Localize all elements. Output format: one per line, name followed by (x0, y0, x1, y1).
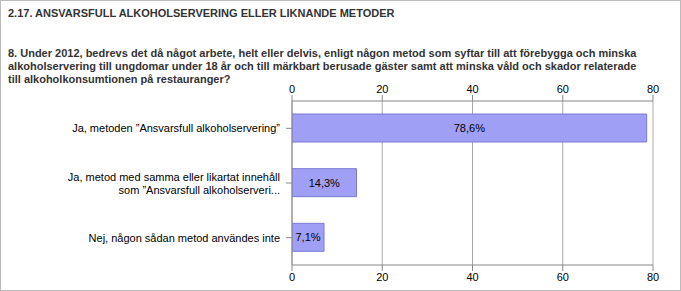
svg-text:78,6%: 78,6% (454, 122, 485, 134)
svg-text:80: 80 (647, 271, 659, 283)
svg-text:40: 40 (466, 271, 478, 283)
html-text:2.17. ANSVARSFULL ALKOHOLSERVE: 2.17. ANSVARSFULL ALKOHOLSERVERING ELLER… (8, 7, 395, 19)
svg-text:20: 20 (376, 271, 388, 283)
svg-text:Nej, någon sådan metod använde: Nej, någon sådan metod användes inte (89, 232, 280, 244)
svg-text:Ja, metoden ”Ansvarsfull alkoh: Ja, metoden ”Ansvarsfull alkoholserverin… (72, 122, 280, 134)
svg-text:0: 0 (289, 83, 295, 95)
svg-text:14,3%: 14,3% (309, 177, 340, 189)
svg-text:80: 80 (647, 83, 659, 95)
svg-text:7,1%: 7,1% (295, 231, 320, 243)
svg-text:60: 60 (557, 271, 569, 283)
html-text:8. Under 2012, bedrevs det då: 8. Under 2012, bedrevs det då något arbe… (8, 47, 637, 85)
svg-text:Ja, metod med samma eller lika: Ja, metod med samma eller likartat inneh… (68, 171, 280, 183)
svg-text:som ”Ansvarsfull alkoholserver: som ”Ansvarsfull alkoholserveri... (119, 184, 280, 196)
svg-text:40: 40 (466, 83, 478, 95)
svg-text:60: 60 (557, 83, 569, 95)
svg-text:0: 0 (289, 271, 295, 283)
svg-text:20: 20 (376, 83, 388, 95)
